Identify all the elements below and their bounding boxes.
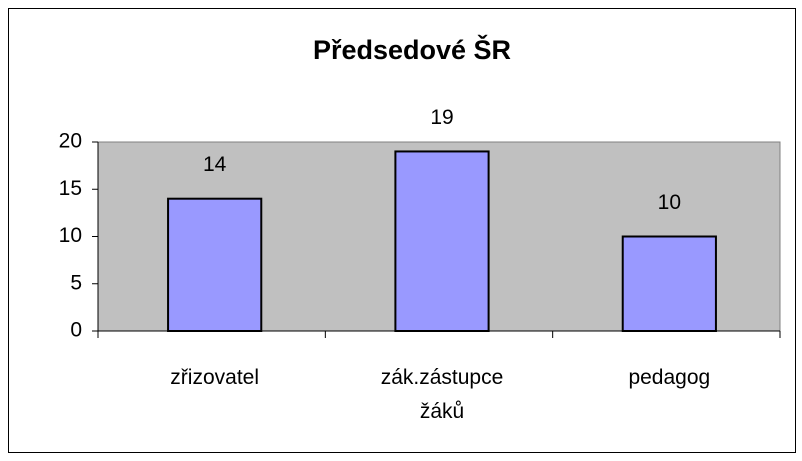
x-tick-label: zřizovatel — [170, 366, 259, 389]
chart-title: Předsedové ŠR — [313, 34, 511, 65]
x-tick-label: pedagog — [628, 366, 711, 389]
y-tick-label: 5 — [70, 271, 82, 294]
y-tick-label: 15 — [59, 177, 82, 200]
y-tick-label: 20 — [59, 130, 82, 153]
bar — [621, 235, 717, 332]
y-tick-label: 10 — [59, 224, 82, 247]
data-label: 19 — [430, 106, 453, 129]
y-tick-label: 0 — [70, 319, 82, 342]
bar — [167, 197, 263, 332]
data-label: 14 — [203, 153, 227, 176]
x-tick-label: zák.zástupce žáků — [380, 366, 504, 423]
bar — [394, 150, 490, 332]
data-label: 10 — [658, 191, 681, 214]
